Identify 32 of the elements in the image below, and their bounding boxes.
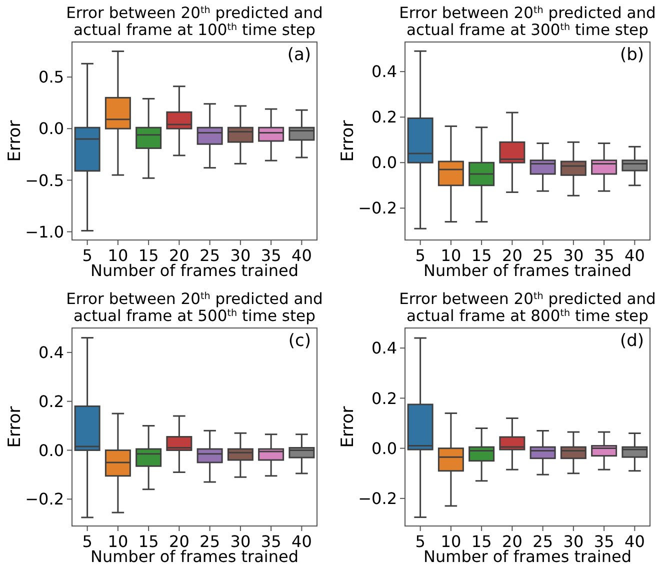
y-tick-label: −1.0 xyxy=(25,222,64,242)
y-tick-label: −0.5 xyxy=(25,170,64,190)
y-tick-label: 0.4 xyxy=(372,62,397,82)
y-axis-title: Error xyxy=(338,406,358,448)
chart-title: Error between 20$^{th}$ predicted and actual frame at 100$^{th}$ time step xyxy=(66,4,323,39)
y-axis-title: Error xyxy=(5,406,25,448)
y-tick-label: 0.2 xyxy=(372,108,397,127)
y-axis-title: Error xyxy=(338,120,358,162)
y-tick-label: 0.4 xyxy=(38,343,64,362)
y-tick-label: −0.2 xyxy=(358,489,397,508)
annotation: (b) xyxy=(620,45,644,65)
y-tick-label: 0.5 xyxy=(38,68,64,87)
y-tick-label: 0.2 xyxy=(38,392,64,411)
chart-title: Error between 20$^{th}$ predicted and actual frame at 500$^{th}$ time step xyxy=(66,290,323,325)
x-tick-label: 5 xyxy=(82,532,92,551)
chart-title: Error between 20$^{th}$ predicted and actual frame at 300$^{th}$ time step xyxy=(399,4,656,39)
annotation: (a) xyxy=(287,45,311,65)
annotation: (d) xyxy=(620,331,644,351)
y-tick-label: −0.2 xyxy=(25,490,64,509)
y-tick-label: −0.2 xyxy=(358,198,397,218)
y-tick-label: 0.0 xyxy=(38,119,64,138)
chart-title: Error between 20$^{th}$ predicted and actual frame at 800$^{th}$ time step xyxy=(399,290,656,325)
y-tick-label: 0.2 xyxy=(372,388,397,408)
y-axis-title: Error xyxy=(5,120,25,162)
y-tick-label: 0.4 xyxy=(372,338,397,358)
y-tick-label: 0.0 xyxy=(372,153,397,172)
annotation: (c) xyxy=(288,331,311,351)
x-tick-label: 5 xyxy=(415,532,426,551)
x-tick-label: 5 xyxy=(82,246,92,265)
x-tick-label: 5 xyxy=(415,246,426,265)
y-tick-label: 0.0 xyxy=(372,438,397,458)
y-tick-label: 0.0 xyxy=(38,440,64,460)
